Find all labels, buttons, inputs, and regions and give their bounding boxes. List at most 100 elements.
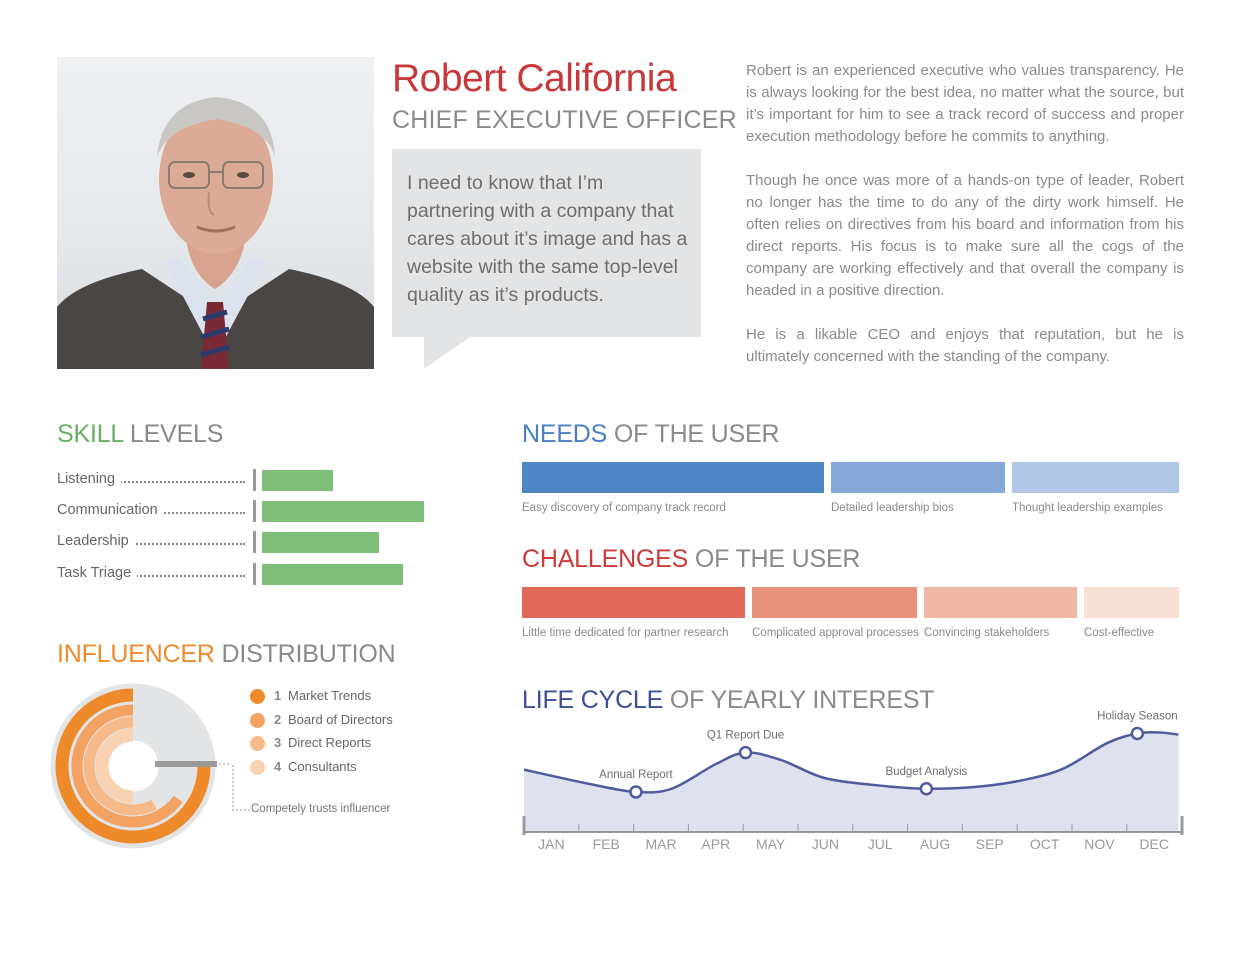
persona-name: Robert California bbox=[392, 57, 677, 100]
legend-number: 1 bbox=[274, 688, 282, 703]
event-label: Annual Report bbox=[599, 769, 673, 781]
skill-leader-dots bbox=[57, 575, 245, 577]
segment-bar bbox=[1084, 587, 1179, 618]
skills-heading: SKILL LEVELS bbox=[57, 420, 223, 449]
segment-bar bbox=[831, 462, 1005, 493]
skill-row: Communication bbox=[57, 500, 437, 524]
lifecycle-line bbox=[523, 730, 1179, 794]
skills-heading-rest: LEVELS bbox=[123, 420, 224, 448]
x-tick-label: JUN bbox=[812, 836, 839, 852]
bio-paragraph: Though he once was more of a hands-on ty… bbox=[746, 172, 1184, 299]
ring-arc bbox=[83, 716, 157, 816]
skill-label: Task Triage bbox=[57, 565, 138, 581]
x-tick-label: OCT bbox=[1030, 836, 1060, 852]
lifecycle-chart: JAN FEB MAR APR MAY JUN JUL AUG SEP OCT NOV DEC Ann… bbox=[522, 711, 1184, 852]
event-marker bbox=[919, 782, 934, 796]
segment-label: Detailed leadership bios bbox=[831, 502, 954, 514]
x-tick-label: FEB bbox=[593, 836, 620, 852]
challenges-heading: CHALLENGES OF THE USER bbox=[522, 545, 860, 574]
persona-portrait-illustration bbox=[57, 97, 374, 369]
event-label: Q1 Report Due bbox=[707, 730, 784, 742]
legend-label: Market Trends bbox=[288, 688, 372, 703]
challenges-heading-rest: OF THE USER bbox=[688, 545, 861, 573]
x-tick-label: MAY bbox=[756, 836, 786, 852]
skill-leader-dots bbox=[57, 481, 245, 483]
segment-label: Easy discovery of company track record bbox=[522, 502, 726, 514]
skill-bar bbox=[262, 501, 424, 522]
ring-arc bbox=[55, 688, 211, 844]
persona-photo bbox=[57, 57, 374, 369]
legend-dot bbox=[250, 713, 265, 728]
bio-paragraph: He is a likable CEO and enjoys that repu… bbox=[746, 326, 1184, 365]
influencer-heading-rest: DISTRIBUTION bbox=[214, 640, 396, 668]
x-tick-label: APR bbox=[701, 836, 730, 852]
skill-axis-tick bbox=[253, 469, 256, 491]
lifecycle-heading-accent: LIFE CYCLE bbox=[522, 686, 664, 714]
ring-arc bbox=[71, 704, 183, 828]
lifecycle-heading-rest: OF YEARLY INTEREST bbox=[663, 686, 935, 714]
needs-heading: NEEDS OF THE USER bbox=[522, 420, 780, 449]
skill-axis-tick bbox=[253, 563, 256, 585]
skill-bar bbox=[262, 564, 403, 585]
lifecycle-heading: LIFE CYCLE OF YEARLY INTEREST bbox=[522, 686, 935, 715]
event-marker bbox=[629, 785, 643, 799]
lifecycle-area bbox=[523, 730, 1179, 832]
skill-label: Listening bbox=[57, 471, 122, 487]
event-marker bbox=[738, 745, 753, 760]
legend-dot bbox=[250, 760, 265, 775]
persona-title: CHIEF EXECUTIVE OFFICER bbox=[392, 106, 737, 134]
event-label: Budget Analysis bbox=[885, 766, 967, 778]
bio-paragraph: Robert is an experienced executive who v… bbox=[746, 62, 1184, 145]
x-tick-label: JAN bbox=[538, 836, 564, 852]
ring-arc bbox=[95, 728, 134, 804]
quote-text: I need to know that I’m partnering with … bbox=[407, 172, 688, 306]
influencer-heading-accent: INFLUENCER bbox=[57, 640, 215, 668]
skill-bar bbox=[262, 470, 333, 491]
segment-label: Cost-effective bbox=[1084, 627, 1155, 639]
x-tick-label: NOV bbox=[1084, 836, 1115, 852]
trust-marker bbox=[155, 761, 217, 767]
skill-leader-dots bbox=[57, 543, 245, 545]
x-tick-label: MAR bbox=[645, 836, 676, 852]
trust-callout-line bbox=[232, 765, 253, 811]
legend-label: Consultants bbox=[288, 759, 357, 774]
skill-row: Listening bbox=[57, 469, 437, 493]
segment-label: Convincing stakeholders bbox=[924, 627, 1050, 639]
skill-label: Communication bbox=[57, 502, 164, 518]
influencer-ring-chart bbox=[50, 683, 230, 849]
segment-label: Thought leadership examples bbox=[1012, 502, 1163, 514]
x-tick-label: JUL bbox=[868, 836, 893, 852]
influencer-heading: INFLUENCER DISTRIBUTION bbox=[57, 640, 396, 669]
challenges-bar-group: Little time dedicated for partner resear… bbox=[522, 587, 1179, 647]
legend-number: 4 bbox=[274, 759, 282, 774]
skill-row: Leadership bbox=[57, 531, 437, 555]
needs-heading-accent: NEEDS bbox=[522, 420, 608, 448]
legend-number: 2 bbox=[274, 712, 282, 727]
skill-axis-tick bbox=[253, 500, 256, 522]
segment-label: Little time dedicated for partner resear… bbox=[522, 627, 729, 639]
event-label: Holiday Season bbox=[1097, 711, 1178, 723]
skills-heading-accent: SKILL bbox=[57, 420, 124, 448]
skill-row: Task Triage bbox=[57, 563, 437, 587]
skill-axis-tick bbox=[253, 531, 256, 553]
segment-bar bbox=[522, 587, 745, 618]
event-marker bbox=[1130, 726, 1145, 741]
x-tick-label: SEP bbox=[976, 836, 1004, 852]
skill-label: Leadership bbox=[57, 533, 135, 549]
segment-label: Complicated approval processes bbox=[752, 627, 919, 639]
lifecycle-marks: Annual Report Q1 Report Due Budget Analysi… bbox=[599, 711, 1178, 799]
segment-bar bbox=[752, 587, 917, 618]
segment-bar bbox=[522, 462, 824, 493]
persona-bio: Robert is an experienced executive who v… bbox=[746, 60, 1184, 390]
legend-label: Board of Directors bbox=[288, 712, 393, 727]
needs-heading-rest: OF THE USER bbox=[607, 420, 780, 448]
segment-bar bbox=[924, 587, 1077, 618]
quote-bubble: I need to know that I’m partnering with … bbox=[392, 149, 701, 337]
legend-dot bbox=[250, 689, 265, 704]
quote-bubble-tail bbox=[424, 337, 470, 369]
lifecycle-fill bbox=[524, 732, 1179, 832]
legend-label: Direct Reports bbox=[288, 735, 372, 750]
legend-number: 3 bbox=[274, 735, 282, 750]
x-tick-label: DEC bbox=[1139, 836, 1169, 852]
skill-bar bbox=[262, 532, 379, 553]
